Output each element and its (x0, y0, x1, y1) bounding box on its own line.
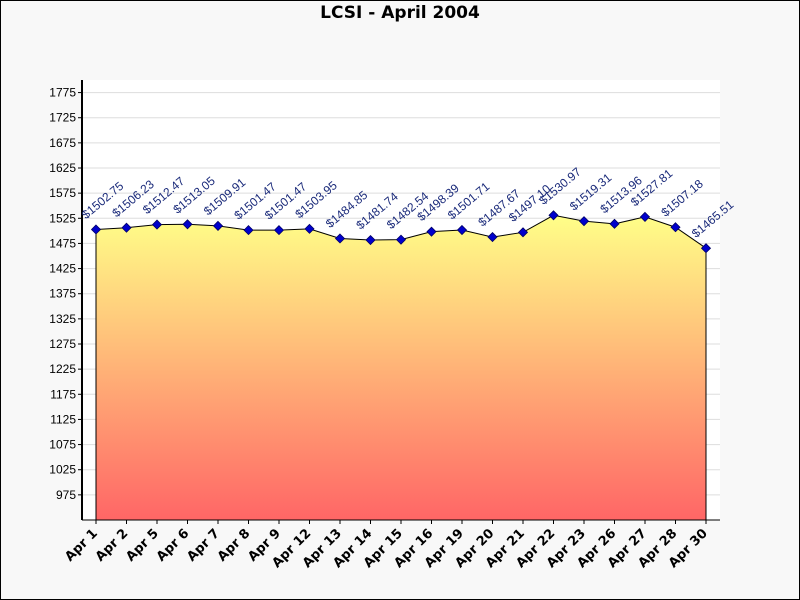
y-tick-label: 1475 (49, 236, 76, 250)
data-marker (365, 234, 376, 246)
y-axis-ticks: 975 1025 1075 1125 1175 1225 1275 1325 1375 1425 1… (49, 86, 82, 502)
y-tick-label: 975 (56, 488, 76, 502)
data-marker (243, 225, 254, 236)
data-markers (90, 210, 712, 254)
data-marker (670, 222, 681, 233)
x-tick-label: Apr 6 (154, 526, 192, 564)
data-marker (212, 220, 224, 231)
y-tick-label: 1725 (49, 111, 76, 125)
data-marker (304, 223, 315, 234)
y-tick-label: 1425 (49, 262, 76, 276)
data-marker (182, 219, 193, 230)
y-tick-label: 1075 (49, 438, 76, 452)
data-marker (334, 233, 346, 244)
y-tick-label: 1325 (49, 312, 76, 326)
data-marker (700, 243, 712, 254)
data-marker (121, 222, 132, 233)
y-tick-label: 1375 (49, 287, 76, 301)
data-marker (609, 218, 620, 229)
data-marker (517, 227, 529, 238)
data-marker (456, 224, 468, 236)
y-tick-label: 1575 (49, 186, 76, 200)
x-tick-label: Apr 5 (123, 526, 161, 564)
data-marker (639, 211, 651, 222)
y-tick-label: 1175 (50, 387, 76, 401)
y-tick-label: 1675 (49, 136, 76, 150)
y-tick-label: 1775 (49, 86, 76, 100)
x-tick-label: Apr 7 (184, 526, 222, 564)
y-tick-label: 1525 (49, 211, 76, 225)
y-tick-label: 1625 (49, 161, 76, 175)
data-marker (151, 219, 163, 230)
x-tick-label: Apr 2 (93, 526, 131, 564)
y-tick-label: 1025 (49, 463, 76, 477)
x-tick-label: Apr 1 (62, 526, 100, 564)
data-marker (395, 234, 407, 245)
chart-title: LCSI - April 2004 (320, 3, 480, 23)
y-tick-label: 1225 (49, 362, 76, 376)
area-series (95, 214, 707, 520)
data-marker (90, 224, 102, 235)
data-marker (578, 216, 590, 227)
data-marker (273, 225, 285, 236)
area-fill (96, 215, 706, 520)
y-tick-label: 1125 (50, 412, 76, 426)
data-marker (487, 231, 498, 243)
data-marker (548, 210, 559, 221)
x-tick-label: Apr 8 (215, 526, 253, 564)
y-tick-label: 1275 (49, 337, 76, 351)
data-marker (426, 226, 437, 237)
